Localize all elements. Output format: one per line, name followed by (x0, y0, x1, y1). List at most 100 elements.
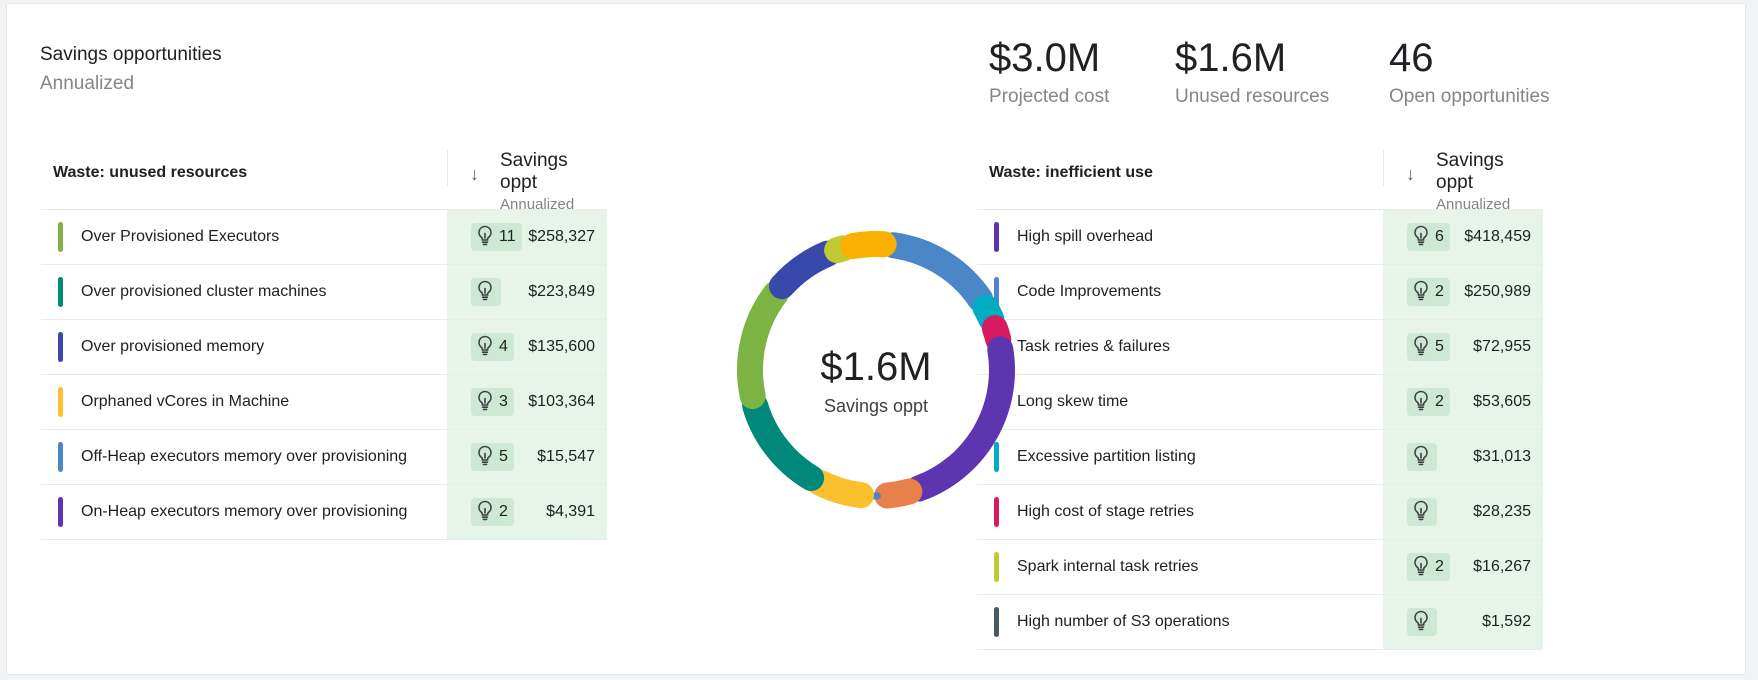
savings-cell: 3 $103,364 (447, 375, 607, 429)
opportunity-badge[interactable]: 6 (1407, 223, 1450, 251)
savings-amount: $28,235 (1473, 503, 1531, 520)
category-color-bar (58, 497, 63, 527)
donut-segment[interactable] (806, 469, 875, 509)
row-name: Off-Heap executors memory over provision… (81, 448, 408, 465)
table-row[interactable]: Long skew time 2 $53,605 (977, 375, 1543, 430)
donut-center: $1.6M Savings oppt (716, 345, 1036, 417)
category-color-bar (58, 387, 63, 417)
table-row[interactable]: High spill overhead 6 $418,459 (977, 210, 1543, 265)
sort-down-arrow-icon[interactable]: ↓ (1406, 164, 1415, 184)
donut-segment[interactable] (874, 478, 923, 509)
opportunity-badge[interactable] (471, 278, 501, 306)
savings-cell: $1,592 (1383, 595, 1543, 649)
kpi-value: $1.6M (1175, 36, 1287, 80)
table-row[interactable]: Over provisioned cluster machines $223,84… (41, 265, 607, 320)
sort-down-arrow-icon[interactable]: ↓ (470, 164, 479, 184)
opportunity-badge[interactable]: 3 (471, 388, 514, 416)
opportunity-badge[interactable] (1407, 498, 1437, 526)
savings-amount: $16,267 (1473, 558, 1531, 575)
category-color-bar (994, 222, 999, 252)
table-row[interactable]: Task retries & failures 5 $72,955 (977, 320, 1543, 375)
opportunity-badge[interactable]: 5 (471, 443, 514, 471)
savings-amount: $1,592 (1482, 613, 1531, 630)
opportunity-count: 2 (1435, 393, 1444, 410)
donut-segment[interactable] (905, 336, 1015, 502)
table-row[interactable]: Spark internal task retries 2 $16,267 (977, 540, 1543, 595)
kpi-label: Unused resources (1175, 86, 1330, 107)
column-header-savings-title: Savings oppt (1436, 150, 1504, 193)
category-color-bar (994, 552, 999, 582)
row-name: High cost of stage retries (1017, 503, 1194, 520)
opportunity-count: 6 (1435, 228, 1444, 245)
table-rows: Over Provisioned Executors 11 $258,327 Over… (41, 210, 607, 540)
table-row[interactable]: Over provisioned memory 4 $135,600 (41, 320, 607, 375)
table-rows: High spill overhead 6 $418,459 Code Improve… (977, 210, 1543, 650)
table-row[interactable]: Over Provisioned Executors 11 $258,327 (41, 210, 607, 265)
savings-amount: $103,364 (528, 393, 595, 410)
kpi-projected-cost: $3.0M Projected cost (989, 34, 1109, 108)
table-row[interactable]: High number of S3 operations $1,592 (977, 595, 1543, 650)
table-row[interactable]: Code Improvements 2 $250,989 (977, 265, 1543, 320)
donut-segment[interactable] (880, 232, 994, 313)
savings-amount: $418,459 (1464, 228, 1531, 245)
donut-segment[interactable] (737, 280, 789, 410)
savings-amount: $72,955 (1473, 338, 1531, 355)
savings-cell: 2 $250,989 (1383, 265, 1543, 319)
opportunity-badge[interactable]: 2 (471, 498, 514, 526)
category-color-bar (58, 222, 63, 252)
category-color-bar (58, 442, 63, 472)
lightbulb-icon (475, 389, 495, 416)
category-color-bar (58, 277, 63, 307)
savings-cell: 2 $4,391 (447, 485, 607, 539)
opportunity-badge[interactable] (1407, 608, 1437, 636)
row-name: Excessive partition listing (1017, 448, 1196, 465)
row-name: High number of S3 operations (1017, 613, 1230, 630)
category-color-bar (58, 332, 63, 362)
donut-segment[interactable] (840, 231, 897, 260)
kpi-unused-resources: $1.6M Unused resources (1175, 34, 1329, 108)
lightbulb-icon (1411, 444, 1431, 471)
row-name: Orphaned vCores in Machine (81, 393, 290, 410)
savings-cell: 4 $135,600 (447, 320, 607, 374)
opportunity-count: 2 (1435, 558, 1444, 575)
opportunity-count: 3 (499, 393, 508, 410)
lightbulb-icon (1411, 609, 1431, 636)
column-header-savings-subtitle: Annualized (500, 196, 575, 213)
opportunity-badge[interactable]: 11 (471, 223, 522, 251)
donut-total-value: $1.6M (820, 345, 932, 389)
opportunity-badge[interactable]: 4 (471, 333, 514, 361)
opportunity-badge[interactable]: 5 (1407, 333, 1450, 361)
savings-amount: $31,013 (1473, 448, 1531, 465)
opportunity-badge[interactable]: 2 (1407, 388, 1450, 416)
table-row[interactable]: High cost of stage retries $28,235 (977, 485, 1543, 540)
table-header: Waste: unused resources ↓ Savings oppt A… (41, 144, 607, 213)
savings-cell: $31,013 (1383, 430, 1543, 484)
lightbulb-icon (475, 224, 495, 251)
opportunity-badge[interactable]: 2 (1407, 553, 1450, 581)
kpi-open-opportunities: 46 Open opportunities (1389, 34, 1550, 108)
savings-donut-chart (737, 231, 1015, 509)
kpi-value: 46 (1389, 36, 1434, 80)
column-header-savings[interactable]: ↓ Savings oppt Annualized (447, 150, 607, 213)
donut-segment[interactable] (768, 240, 841, 300)
lightbulb-icon (475, 499, 495, 526)
lightbulb-icon (475, 334, 495, 361)
table-row[interactable]: On-Heap executors memory over provisioni… (41, 485, 607, 540)
column-header-savings-title: Savings oppt (500, 150, 568, 193)
category-color-bar (994, 277, 999, 307)
opportunity-badge[interactable] (1407, 443, 1437, 471)
category-color-bar (994, 442, 999, 472)
table-row[interactable]: Excessive partition listing $31,013 (977, 430, 1543, 485)
row-name: Long skew time (1017, 393, 1129, 410)
savings-amount: $135,600 (528, 338, 595, 355)
row-name: Over provisioned memory (81, 338, 265, 355)
opportunity-count: 4 (499, 338, 508, 355)
table-row[interactable]: Orphaned vCores in Machine 3 $103,364 (41, 375, 607, 430)
table-row[interactable]: Off-Heap executors memory over provision… (41, 430, 607, 485)
donut-segment[interactable] (742, 392, 825, 492)
donut-total-label: Savings oppt (823, 396, 929, 416)
opportunity-count: 11 (499, 228, 516, 245)
lightbulb-icon (1411, 334, 1431, 361)
column-header-savings[interactable]: ↓ Savings oppt Annualized (1383, 150, 1543, 213)
opportunity-badge[interactable]: 2 (1407, 278, 1450, 306)
